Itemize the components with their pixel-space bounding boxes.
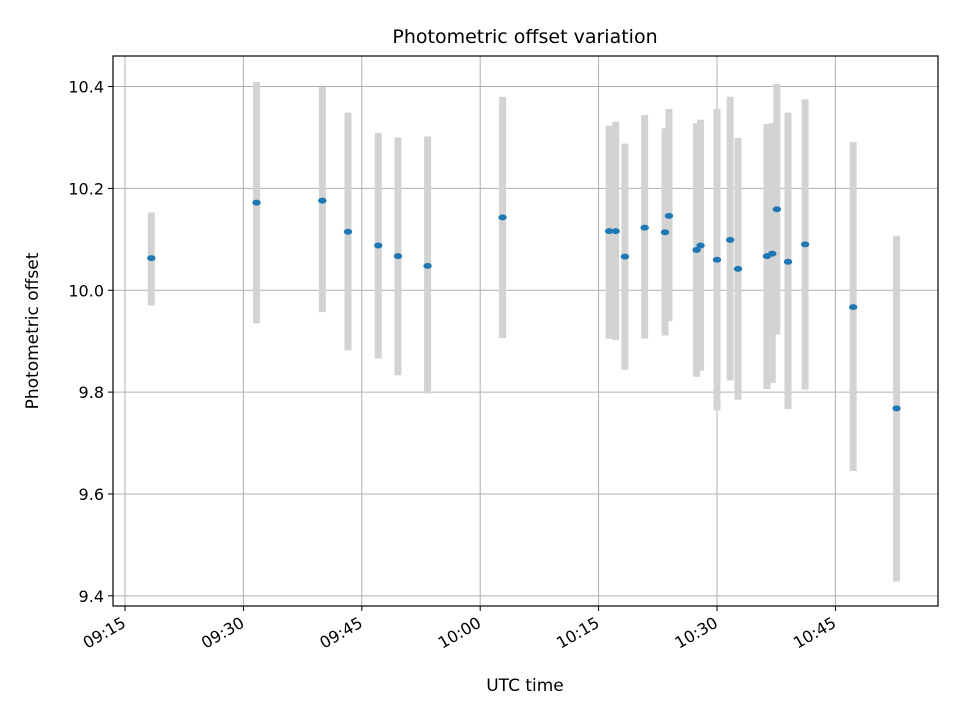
data-point bbox=[640, 224, 649, 231]
y-tick-label: 9.6 bbox=[79, 485, 104, 504]
data-point bbox=[800, 241, 810, 248]
data-point bbox=[620, 253, 630, 260]
data-point bbox=[343, 228, 353, 235]
data-point bbox=[318, 197, 327, 204]
plot-frame bbox=[112, 55, 939, 607]
y-tick-label: 10.0 bbox=[68, 281, 104, 300]
data-point bbox=[252, 199, 261, 206]
y-tick-label: 10.4 bbox=[68, 78, 104, 97]
data-point bbox=[848, 304, 858, 311]
data-points bbox=[147, 197, 901, 412]
data-point bbox=[423, 262, 432, 269]
data-point bbox=[393, 253, 403, 260]
data-point bbox=[664, 212, 674, 219]
data-point bbox=[892, 405, 901, 412]
chart-title: Photometric offset variation bbox=[392, 26, 657, 48]
data-point bbox=[783, 258, 793, 265]
data-point bbox=[147, 255, 156, 262]
data-point bbox=[696, 242, 705, 249]
data-point bbox=[374, 242, 383, 249]
y-axis-label: Photometric offset bbox=[23, 252, 43, 409]
x-axis-label: UTC time bbox=[486, 676, 564, 696]
data-point bbox=[660, 229, 670, 236]
plot-area bbox=[113, 56, 938, 606]
data-point bbox=[692, 247, 701, 254]
y-tick-label: 10.2 bbox=[68, 179, 104, 198]
data-point bbox=[772, 206, 782, 213]
data-point bbox=[498, 214, 507, 221]
data-point bbox=[712, 256, 722, 263]
data-point bbox=[725, 236, 735, 243]
data-point bbox=[768, 250, 777, 257]
data-point bbox=[733, 265, 743, 272]
data-point bbox=[604, 228, 614, 235]
data-point bbox=[611, 228, 620, 235]
y-tick-label: 9.8 bbox=[79, 383, 104, 402]
y-tick-label: 9.4 bbox=[79, 587, 104, 606]
grid bbox=[113, 56, 938, 606]
